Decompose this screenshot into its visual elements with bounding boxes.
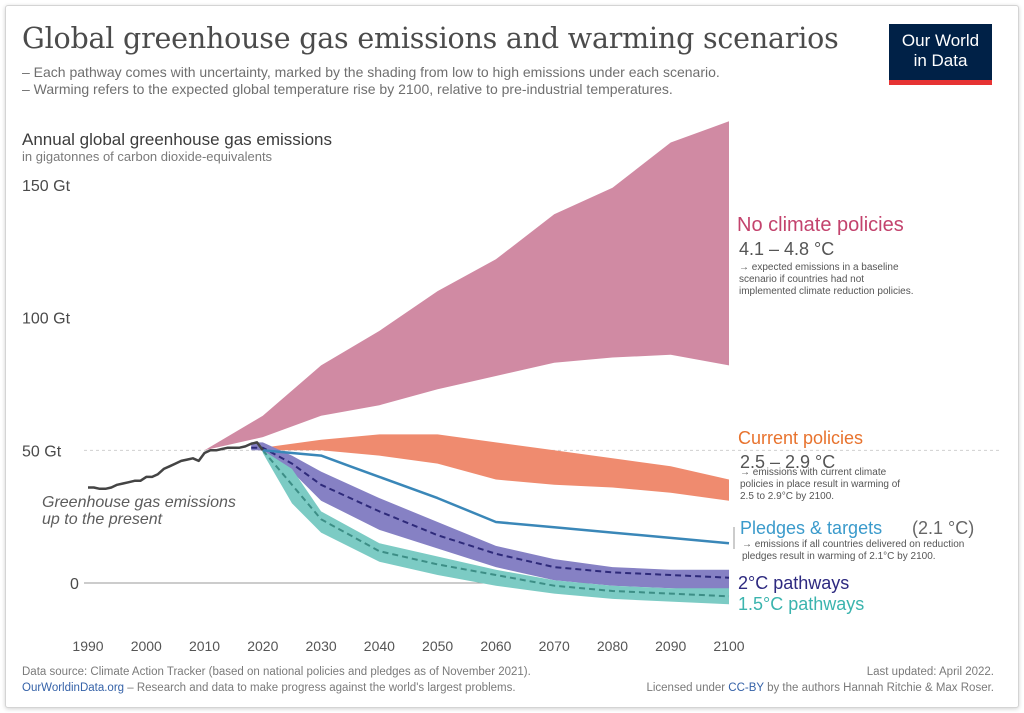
current-policy-warming: 2.5 – 2.9 °C	[740, 452, 835, 472]
logo-accent-bar	[889, 80, 992, 85]
x-tick-label: 2090	[655, 638, 686, 654]
current-policy-note-line: → emissions with current climate	[740, 467, 887, 478]
current-policy-note-line: policies in place result in warming of	[740, 479, 900, 490]
y-tick-label: 50 Gt	[22, 443, 62, 460]
pledges-line	[262, 449, 730, 545]
license-prefix: Licensed under	[646, 682, 729, 694]
one-five-degree-median-line	[262, 449, 730, 598]
footer-right: Last updated: April 2022. Licensed under…	[646, 664, 994, 696]
owid-link[interactable]: OurWorldinData.org	[22, 682, 125, 694]
no-policy-warming: 4.1 – 4.8 °C	[739, 239, 834, 259]
x-tick-label: 2060	[480, 638, 511, 654]
x-tick-label: 2050	[422, 638, 453, 654]
y-tick-label: 150 Gt	[22, 178, 71, 195]
x-tick-label: 2040	[364, 638, 395, 654]
logo-line-1: Our World	[901, 31, 980, 50]
x-tick-label: 2100	[713, 638, 744, 654]
y-tick-label: 0	[70, 576, 79, 593]
license-link[interactable]: CC-BY	[728, 682, 764, 694]
pledges-note-line: → emissions if all countries delivered o…	[742, 539, 964, 550]
x-tick-label: 2080	[597, 638, 628, 654]
x-tick-label: 2000	[131, 638, 162, 654]
historical-label-line2: up to the present	[42, 511, 163, 528]
no-policy-note-line: scenario if countries had not	[739, 274, 864, 285]
x-tick-label: 1990	[72, 638, 103, 654]
license-suffix: by the authors Hannah Ritchie & Max Rose…	[763, 682, 994, 694]
y-axis-unit: in gigatonnes of carbon dioxide-equivale…	[22, 149, 273, 164]
no-policy-label: No climate policies	[737, 214, 904, 236]
pledges-label: Pledges & targets	[740, 518, 882, 538]
historical-label-line1: Greenhouse gas emissions	[42, 494, 236, 511]
y-axis-title: Annual global greenhouse gas emissions	[22, 130, 332, 149]
pledges-note-line: pledges result in warming of 2.1°C by 21…	[742, 551, 936, 562]
current-policy-band	[262, 434, 729, 501]
logo-line-2: in Data	[913, 51, 968, 70]
pledges-warming: (2.1 °C)	[912, 518, 974, 538]
chart-title: Global greenhouse gas emissions and warm…	[22, 22, 839, 55]
subtitle-uncertainty: – Each pathway comes with uncertainty, m…	[22, 64, 720, 80]
no-policy-band	[204, 121, 729, 451]
site-line: OurWorldinData.org – Research and data t…	[22, 680, 531, 696]
last-updated: Last updated: April 2022.	[866, 666, 994, 678]
subtitle-warming: – Warming refers to the expected global …	[22, 81, 673, 97]
one-five-degree-label: 1.5°C pathways	[738, 594, 864, 614]
x-tick-label: 2010	[189, 638, 220, 654]
data-source-note: Data source: Climate Action Tracker (bas…	[22, 666, 531, 678]
y-tick-label: 100 Gt	[22, 311, 71, 328]
one-five-degree-band	[262, 450, 729, 605]
license-line: Licensed under CC-BY by the authors Hann…	[646, 680, 994, 696]
no-policy-note-line: implemented climate reduction policies.	[739, 286, 914, 297]
no-policy-note-line: → expected emissions in a baseline	[739, 262, 899, 273]
x-tick-label: 2020	[247, 638, 278, 654]
current-policy-label: Current policies	[738, 428, 863, 448]
footer-left: Data source: Climate Action Tracker (bas…	[22, 664, 531, 696]
x-tick-label: 2030	[306, 638, 337, 654]
x-tick-label: 2070	[539, 638, 570, 654]
two-degree-band	[251, 442, 729, 591]
site-tagline: – Research and data to make progress aga…	[124, 682, 516, 694]
owid-logo[interactable]: Our World in Data	[889, 24, 992, 85]
two-degree-label: 2°C pathways	[738, 573, 849, 593]
historical-emissions-line	[88, 441, 264, 491]
current-policy-note-line: 2.5 to 2.9°C by 2100.	[740, 491, 834, 502]
two-degree-median-line	[251, 446, 730, 579]
